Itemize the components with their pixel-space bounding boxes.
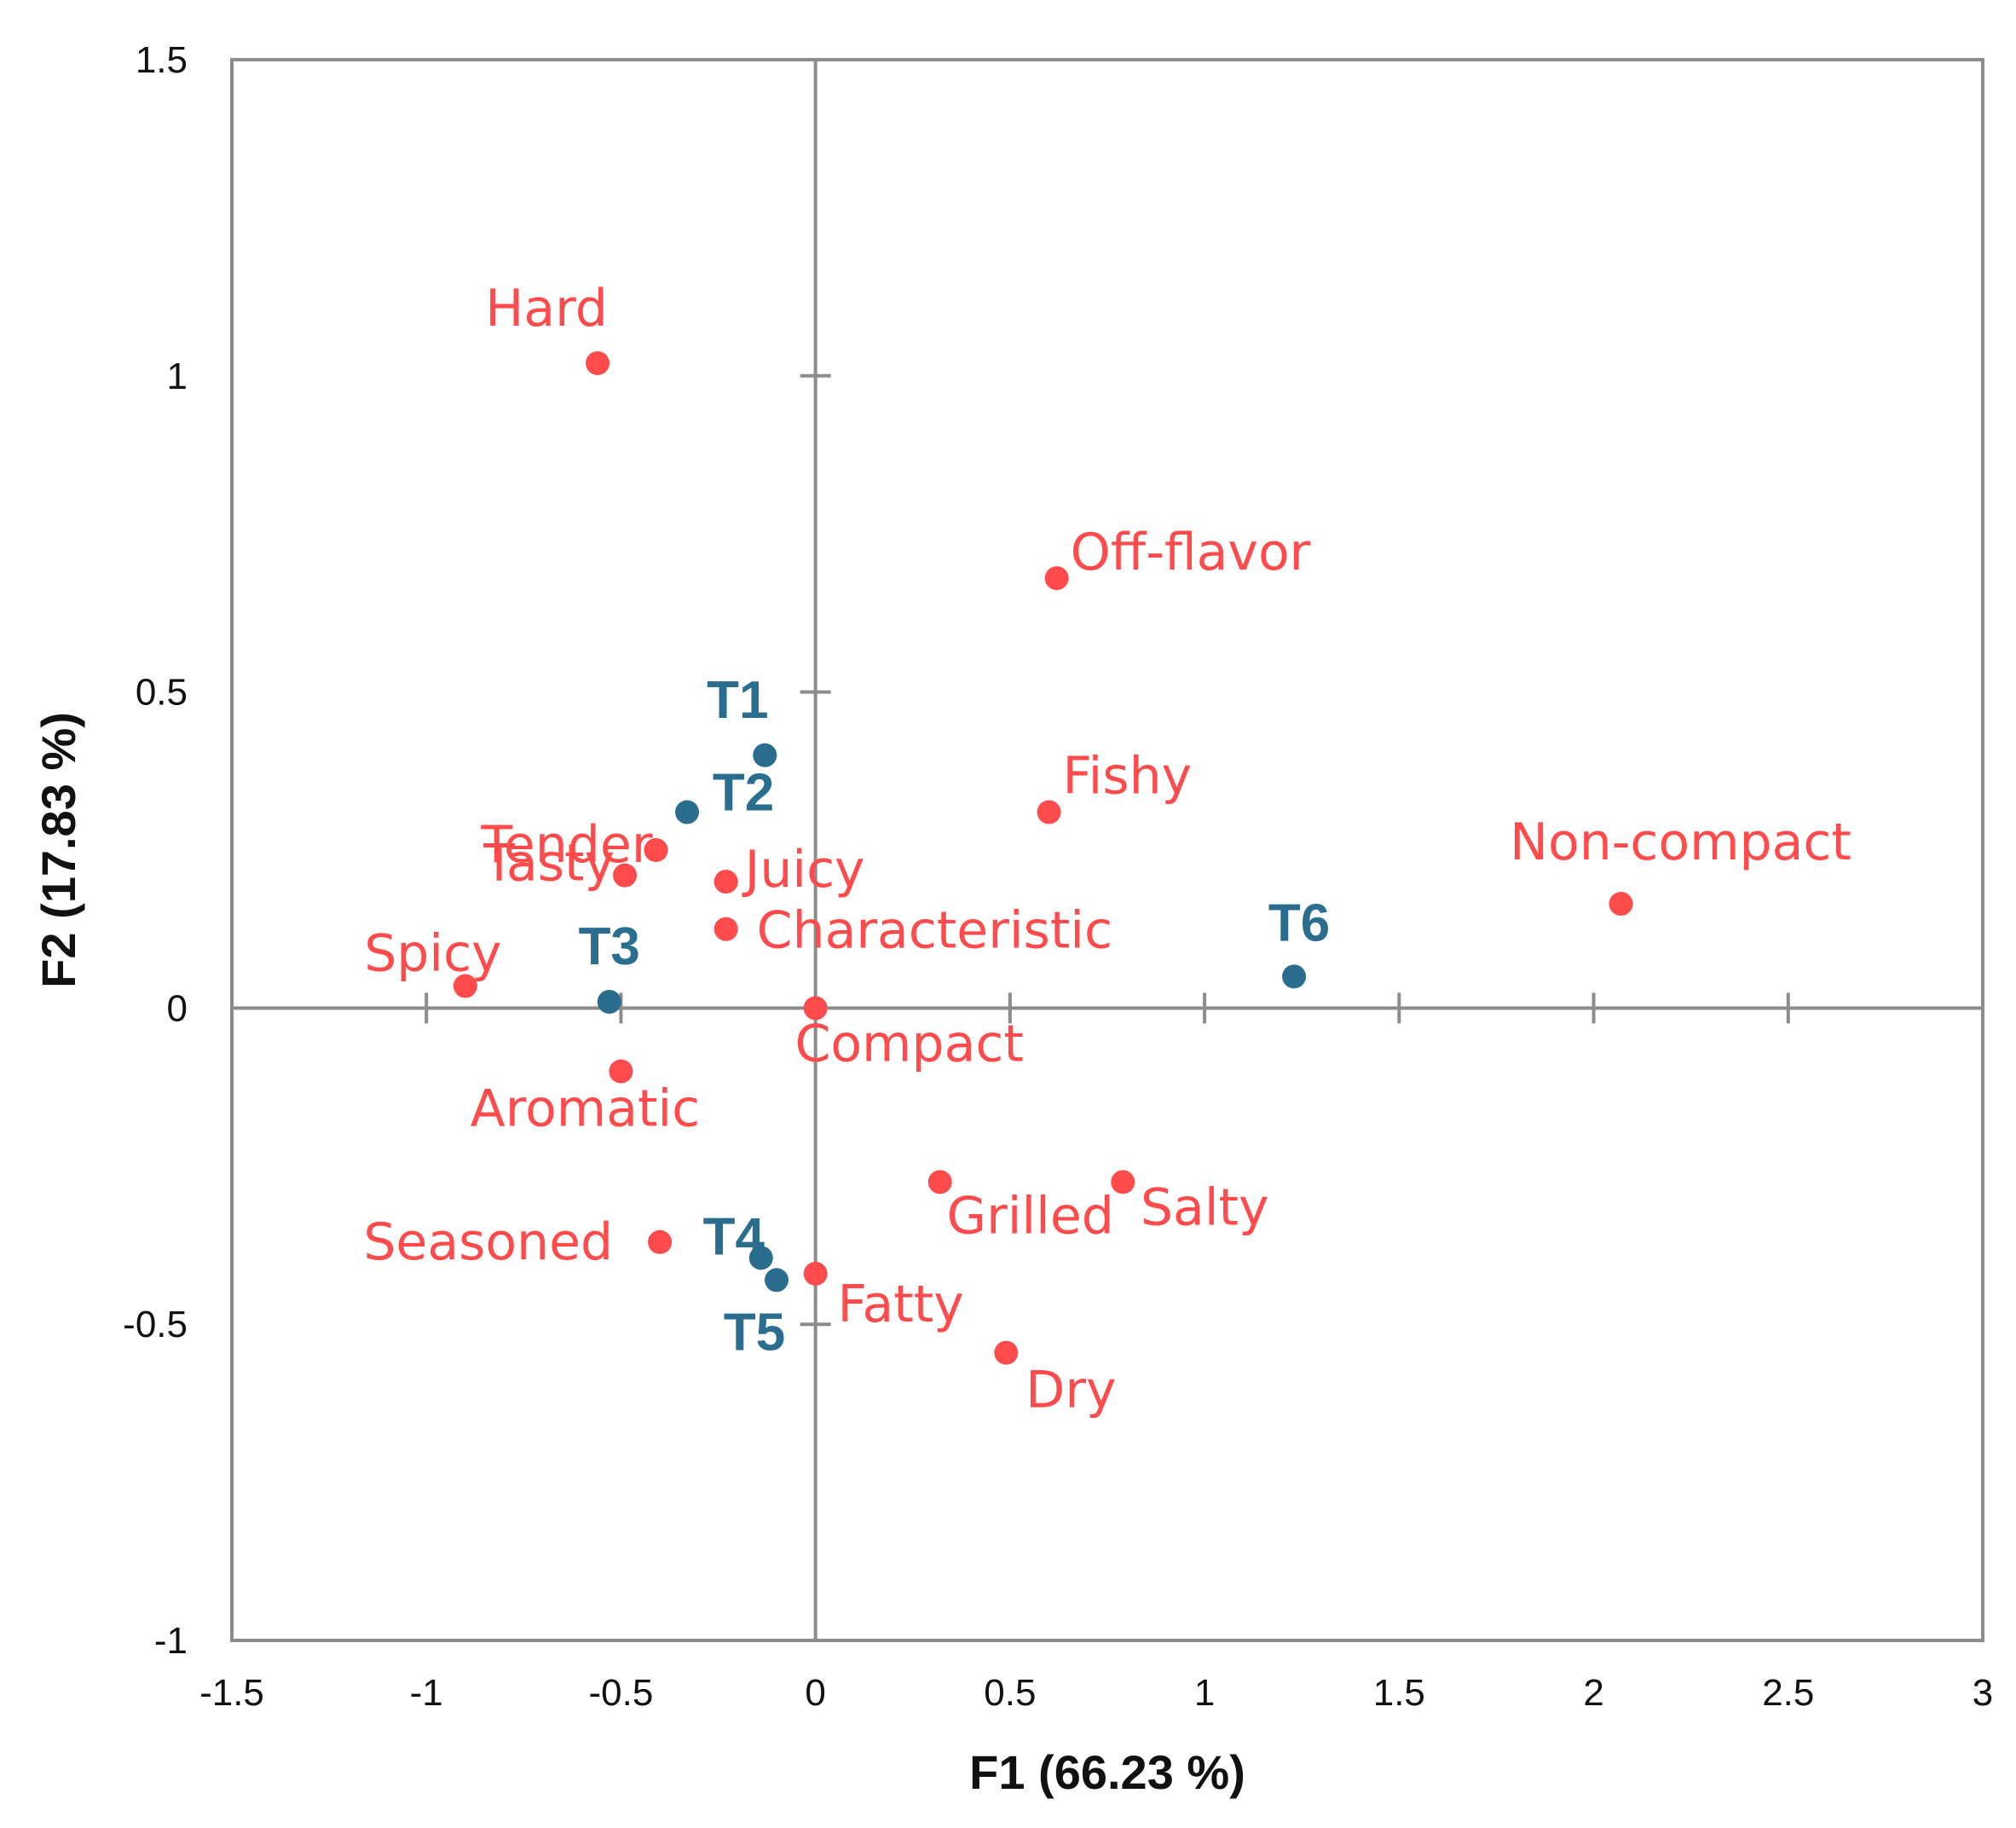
label-fishy: Fishy	[1063, 747, 1193, 807]
label-tender: Tender	[480, 815, 652, 875]
point-grilled	[927, 1170, 952, 1195]
x-tick-label: 1.5	[1373, 1672, 1425, 1714]
point-t5	[765, 1268, 789, 1293]
x-tick-label: 1	[1194, 1672, 1215, 1714]
plot-frame	[230, 58, 1984, 1642]
data-points	[453, 350, 1633, 1365]
label-off-flavor: Off-flavor	[1071, 523, 1311, 582]
point-t1	[753, 743, 777, 767]
point-characteristic	[713, 917, 738, 941]
point-non-compact	[1609, 892, 1633, 917]
point-t3	[597, 989, 621, 1014]
label-t5: T5	[724, 1303, 785, 1362]
point-spicy	[453, 974, 477, 998]
label-grilled: Grilled	[947, 1186, 1114, 1246]
y-tick-label: 1.5	[136, 39, 188, 81]
tick-labels: -1.5 -1 -0.5 0 0.5 1 1.5 2 2.5 3 -1 -0.5 0 0.5 1 1.5	[123, 39, 1993, 1714]
point-hard	[586, 350, 610, 375]
point-fatty	[803, 1261, 828, 1286]
label-t6: T6	[1268, 894, 1330, 952]
point-compact	[803, 996, 828, 1021]
label-fatty: Fatty	[837, 1275, 963, 1334]
y-tick-label: 1	[167, 356, 188, 397]
x-tick-label: 2.5	[1762, 1672, 1814, 1714]
point-labels: Hard Off-flavor Fishy Non-compact TenderTast…	[363, 279, 1851, 1420]
point-dry	[994, 1340, 1019, 1365]
point-t4	[748, 1246, 773, 1270]
label-salty: Salty	[1141, 1177, 1269, 1237]
x-tick-label: 0.5	[984, 1672, 1036, 1714]
y-axis-title: F2 (17.83 %)	[32, 712, 85, 988]
label-non-compact: Non-compact	[1510, 813, 1851, 872]
y-tick-label: -1	[154, 1620, 188, 1662]
point-tasty	[613, 863, 638, 888]
label-compact: Compact	[794, 1014, 1023, 1073]
point-t6	[1282, 964, 1307, 989]
x-tick-label: 3	[1973, 1672, 1993, 1714]
point-t2	[675, 800, 700, 824]
point-aromatic	[609, 1059, 633, 1084]
label-t4: T4	[703, 1207, 765, 1266]
label-hard: Hard	[485, 279, 608, 338]
label-dry: Dry	[1025, 1361, 1116, 1420]
x-tick-label: -1	[410, 1672, 443, 1714]
point-tender	[644, 838, 668, 862]
x-tick-label: -1.5	[199, 1672, 264, 1714]
label-seasoned: Seasoned	[363, 1212, 613, 1272]
y-tick-label: 0	[167, 987, 188, 1029]
x-tick-label: 0	[805, 1672, 825, 1714]
label-juicy: Juicy	[742, 840, 865, 900]
point-off-flavor	[1044, 566, 1069, 591]
y-tick-label: -0.5	[123, 1304, 188, 1345]
label-spicy: Spicy	[364, 923, 501, 983]
x-tick-label: 2	[1583, 1672, 1603, 1714]
point-juicy	[713, 870, 738, 894]
label-aromatic: Aromatic	[471, 1079, 701, 1139]
point-fishy	[1037, 800, 1061, 824]
x-tick-label: -0.5	[589, 1672, 654, 1714]
point-seasoned	[648, 1229, 673, 1254]
label-t1: T1	[707, 671, 768, 730]
y-tick-label: 0.5	[136, 672, 188, 714]
label-t2: T2	[713, 764, 774, 823]
x-axis-title: F1 (66.23 %)	[969, 1745, 1245, 1799]
point-salty	[1111, 1170, 1135, 1195]
axes	[230, 58, 1984, 1642]
label-characteristic: Characteristic	[757, 901, 1112, 961]
label-t3: T3	[579, 917, 640, 976]
label-tasty: Tasty	[482, 834, 615, 894]
